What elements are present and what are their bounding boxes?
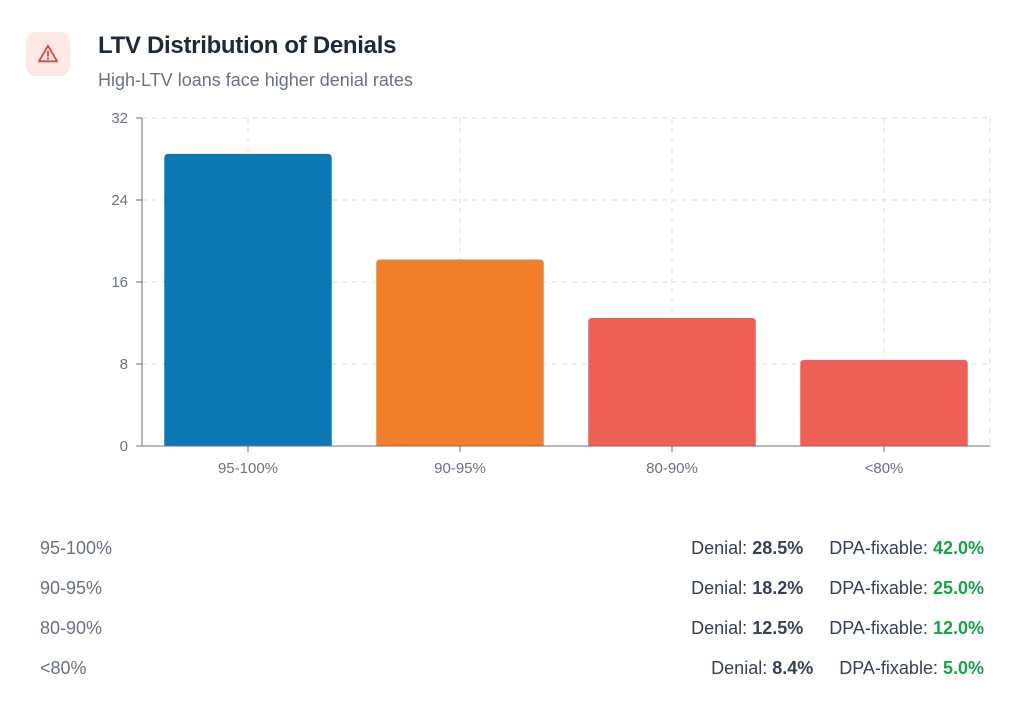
dpa-stat: DPA-fixable: 12.0%: [829, 618, 984, 639]
row-stats: Denial: 12.5% DPA-fixable: 12.0%: [691, 618, 984, 639]
denial-stat: Denial: 12.5%: [691, 618, 803, 639]
dpa-stat: DPA-fixable: 25.0%: [829, 578, 984, 599]
denial-value: 8.4%: [772, 657, 814, 678]
x-tick-label: 95-100%: [218, 460, 278, 477]
dpa-value: 42.0%: [932, 537, 984, 558]
bar-4: [800, 359, 968, 446]
table-row: 90-95% Denial: 18.2% DPA-fixable: 25.0%: [40, 568, 984, 608]
y-tick-label: 8: [120, 356, 128, 373]
denial-stat: Denial: 28.5%: [691, 538, 803, 559]
bar-3: [588, 317, 756, 446]
ltv-summary-table: 95-100% Denial: 28.5% DPA-fixable: 42.0%…: [40, 528, 984, 688]
dpa-label: DPA-fixable:: [829, 537, 928, 558]
denial-value: 12.5%: [752, 617, 804, 638]
dpa-stat: DPA-fixable: 5.0%: [839, 658, 984, 679]
alert-badge: [26, 32, 70, 76]
x-tick-label: 90-95%: [434, 460, 486, 477]
denial-value: 28.5%: [752, 537, 804, 558]
table-row: 80-90% Denial: 12.5% DPA-fixable: 12.0%: [40, 608, 984, 648]
bar-chart: 0 8 16 24 32 95-100% 90-95% 80-90% <80%: [111, 110, 991, 477]
x-tick-label: <80%: [865, 460, 904, 477]
dpa-label: DPA-fixable:: [829, 577, 928, 598]
denial-label: Denial:: [691, 537, 748, 558]
chart-svg: 0 8 16 24 32 95-100% 90-95% 80-90% <80%: [111, 110, 991, 477]
denial-label: Denial:: [711, 657, 768, 678]
y-tick-label: 0: [120, 438, 128, 455]
row-stats: Denial: 18.2% DPA-fixable: 25.0%: [691, 578, 984, 599]
bar-1: [164, 153, 332, 446]
row-label: 80-90%: [40, 617, 103, 638]
dpa-label: DPA-fixable:: [829, 617, 928, 638]
dpa-label: DPA-fixable:: [839, 657, 938, 678]
row-label: 90-95%: [40, 577, 103, 598]
denial-stat: Denial: 8.4%: [711, 658, 813, 679]
y-tick-label: 24: [111, 192, 128, 209]
denial-value: 18.2%: [752, 577, 804, 598]
row-stats: Denial: 8.4% DPA-fixable: 5.0%: [711, 658, 984, 679]
dpa-value: 25.0%: [932, 577, 984, 598]
denial-label: Denial:: [691, 617, 748, 638]
chart-title: LTV Distribution of Denials: [98, 32, 397, 59]
dpa-stat: DPA-fixable: 42.0%: [829, 538, 984, 559]
x-tick-label: 80-90%: [646, 460, 698, 477]
denial-label: Denial:: [691, 577, 748, 598]
alert-triangle-icon: [37, 44, 59, 63]
bar-2: [376, 259, 544, 446]
chart-subtitle: High-LTV loans face higher denial rates: [98, 70, 413, 90]
row-label: 95-100%: [40, 537, 113, 558]
dpa-value: 5.0%: [942, 657, 984, 678]
y-tick-label: 16: [111, 274, 128, 291]
y-tick-label: 32: [111, 110, 128, 127]
row-stats: Denial: 28.5% DPA-fixable: 42.0%: [691, 538, 984, 559]
dpa-value: 12.0%: [932, 617, 984, 638]
denial-stat: Denial: 18.2%: [691, 578, 803, 599]
table-row: <80% Denial: 8.4% DPA-fixable: 5.0%: [40, 648, 984, 688]
chart-header: LTV Distribution of Denials High-LTV loa…: [26, 28, 1006, 98]
row-label: <80%: [40, 657, 87, 678]
table-row: 95-100% Denial: 28.5% DPA-fixable: 42.0%: [40, 528, 984, 568]
